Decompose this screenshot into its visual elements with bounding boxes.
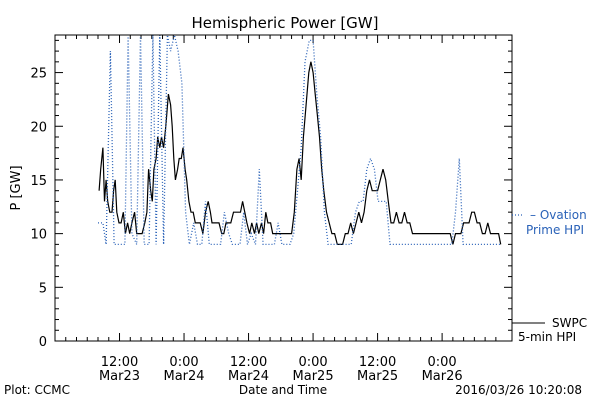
x-axis-label: Date and Time <box>239 383 327 397</box>
plot-frame <box>54 34 513 342</box>
plot-timestamp: 2016/03/26 10:20:08 <box>455 383 582 397</box>
series-lines <box>98 34 502 246</box>
y-tick-label: 15 <box>30 174 47 189</box>
y-tick-label: 5 <box>39 281 47 296</box>
y-axis-ticks: 0 5 10 15 20 25 <box>30 39 512 350</box>
chart-title: Hemispheric Power [GW] <box>192 14 379 32</box>
legend-swpc-line1: SWPC <box>552 316 587 330</box>
legend-swpc-line2: 5-min HPI <box>518 330 576 344</box>
x-tick-label-date: Mar25 <box>293 369 334 384</box>
legend-ovation-line1: – Ovation <box>530 208 587 222</box>
y-axis-label: P [GW] <box>9 165 24 210</box>
x-tick-label-time: 12:00 <box>359 355 396 370</box>
x-tick-label-date: Mar24 <box>163 369 204 384</box>
legend-ovation-line2: Prime HPI <box>526 223 584 237</box>
x-tick-label-time: 0:00 <box>428 355 457 370</box>
plot-credit: Plot: CCMC <box>4 383 70 397</box>
y-tick-label: 20 <box>30 120 47 135</box>
x-tick-label-time: 0:00 <box>298 355 327 370</box>
x-axis-ticks: 12:00Mar230:00Mar2412:00Mar240:00Mar2512… <box>65 35 497 384</box>
x-tick-label-time: 12:00 <box>230 355 267 370</box>
series-ovation-prime-line <box>98 34 502 246</box>
y-tick-label: 10 <box>30 228 47 243</box>
x-tick-label-date: Mar23 <box>99 369 140 384</box>
series-swpc-line <box>98 61 502 245</box>
y-tick-label: 25 <box>30 67 47 82</box>
x-tick-label-time: 0:00 <box>169 355 198 370</box>
x-tick-label-time: 12:00 <box>101 355 138 370</box>
y-tick-label: 0 <box>39 335 47 350</box>
x-tick-label-date: Mar26 <box>422 369 463 384</box>
x-tick-label-date: Mar24 <box>228 369 269 384</box>
x-tick-label-date: Mar25 <box>357 369 398 384</box>
